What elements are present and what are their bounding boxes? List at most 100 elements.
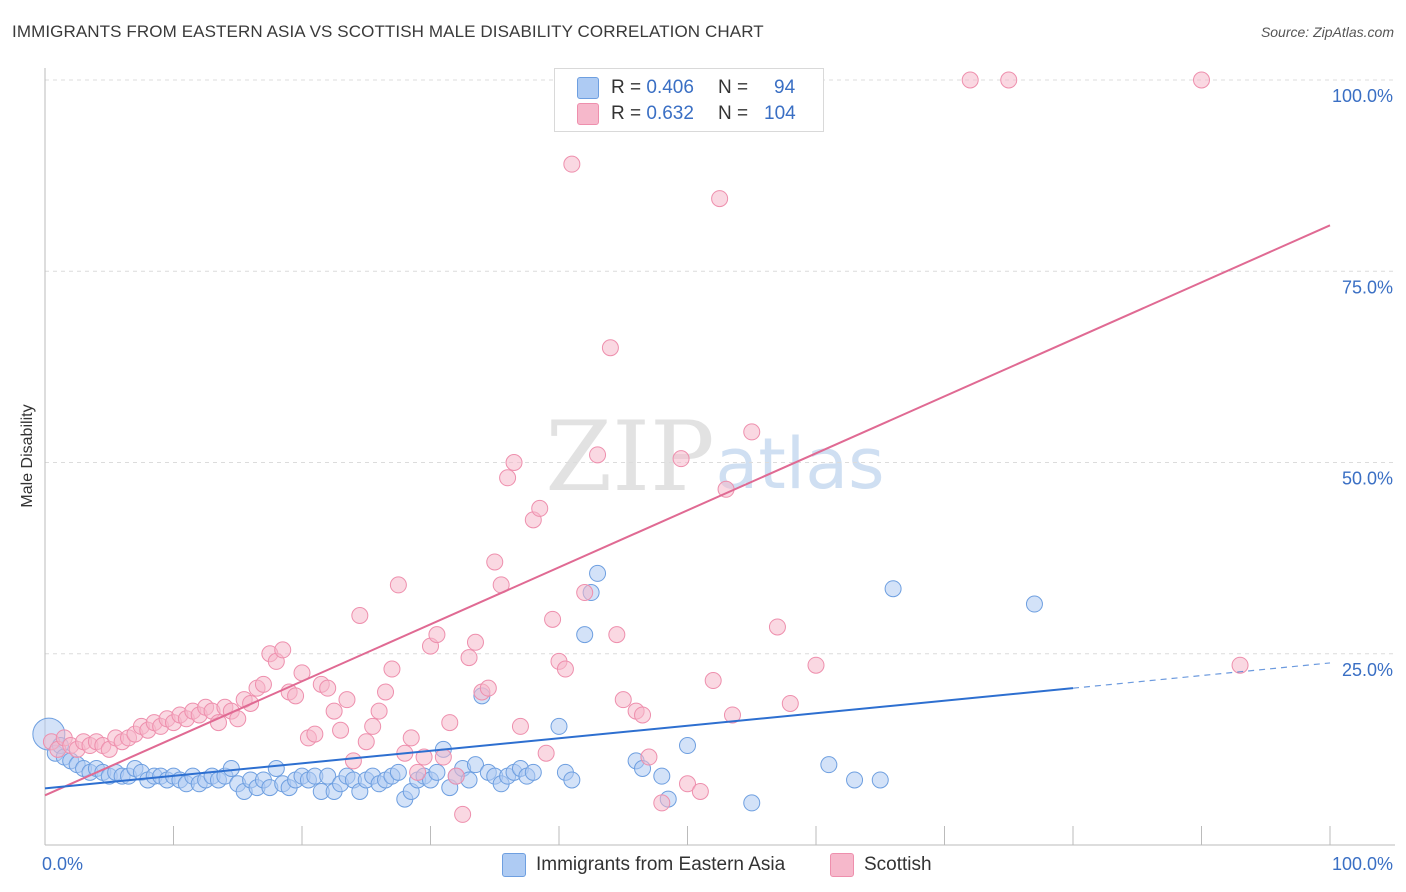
scatter-point-scottish — [679, 775, 696, 793]
scatter-point-scottish — [351, 607, 369, 624]
scatter-point-scottish — [447, 767, 465, 785]
scatter-point-eastern-asia — [466, 756, 484, 774]
scatter-point-scottish — [743, 423, 761, 441]
y-tick-label: 50.0% — [1342, 469, 1393, 489]
scatter-point-scottish — [319, 679, 337, 697]
scatter-point-scottish — [556, 660, 574, 678]
scatter-point-scottish — [781, 694, 799, 712]
scatter-point-eastern-asia — [871, 771, 889, 789]
series-scottish-points — [42, 71, 1249, 823]
legend-n-value: 94 — [774, 77, 796, 98]
axes — [44, 68, 1395, 846]
scatter-point-scottish — [614, 691, 632, 709]
scatter-point-scottish — [807, 656, 825, 674]
scatter-point-scottish — [338, 691, 356, 709]
scatter-point-eastern-asia — [679, 737, 696, 755]
gridlines — [45, 79, 1395, 655]
scatter-point-scottish — [768, 618, 786, 636]
legend-r-value: 0.406 — [646, 77, 694, 98]
legend-n-label: N = — [717, 103, 749, 124]
scatter-point-eastern-asia — [563, 771, 581, 789]
trendline-scottish — [44, 224, 1331, 797]
scatter-point-eastern-asia — [428, 763, 446, 781]
legend-n-label: N = — [717, 77, 749, 98]
scatter-point-scottish — [370, 702, 388, 720]
scatter-point-eastern-asia — [524, 763, 542, 781]
scatter-point-scottish — [332, 721, 350, 739]
scatter-point-scottish — [544, 610, 562, 628]
scatter-point-scottish — [287, 687, 305, 705]
scatter-point-scottish — [537, 744, 555, 762]
scatter-point-scottish — [505, 454, 523, 471]
scatter-point-scottish — [306, 725, 324, 743]
legend-n-value: 104 — [764, 103, 796, 124]
legend-row-eastern-asia: R = 0.406 N = 94 — [577, 76, 795, 100]
legend-swatch-eastern-asia — [502, 853, 526, 877]
scatter-point-eastern-asia — [267, 760, 285, 777]
scatter-point-eastern-asia — [576, 626, 594, 644]
scatter-point-scottish — [274, 641, 292, 659]
correlation-legend: R = 0.406 N = 94 R = 0.632 N = 104 — [554, 68, 824, 132]
trendline-eastern-asia — [44, 687, 1074, 790]
scatter-point-scottish — [704, 672, 722, 690]
scatter-point-scottish — [254, 675, 272, 693]
scatter-point-scottish — [711, 190, 729, 208]
scatter-point-scottish — [454, 805, 472, 823]
x-tick-label: 100.0% — [1332, 854, 1393, 874]
scatter-point-scottish — [441, 714, 459, 732]
scatter-point-scottish — [479, 679, 497, 697]
scatter-point-scottish — [576, 584, 594, 602]
y-tick-label: 100.0% — [1332, 86, 1393, 106]
scatter-point-scottish — [460, 649, 478, 667]
scatter-point-eastern-asia — [319, 767, 337, 785]
scatter-point-eastern-asia — [743, 794, 761, 812]
scatter-point-scottish — [344, 752, 362, 770]
scatter-point-scottish — [466, 633, 484, 651]
scatter-point-scottish — [531, 499, 549, 517]
legend-r-value: 0.632 — [646, 103, 694, 124]
scatter-point-scottish — [1193, 71, 1210, 89]
scatter-point-scottish — [402, 729, 420, 747]
legend-swatch-scottish — [830, 853, 854, 877]
scatter-point-scottish — [961, 71, 979, 89]
scatter-point-scottish — [486, 553, 504, 571]
legend-item-scottish: Scottish — [830, 853, 932, 877]
legend-r-label: R = — [611, 103, 642, 124]
scatter-point-eastern-asia — [1025, 595, 1043, 613]
source-label: Source: ZipAtlas.com — [1260, 24, 1394, 40]
legend-r-label: R = — [611, 77, 642, 98]
legend-item-label: Immigrants from Eastern Asia — [536, 854, 786, 875]
series-legend: Immigrants from Eastern Asia Scottish — [0, 853, 1406, 879]
scatter-point-scottish — [634, 706, 652, 724]
scatter-point-scottish — [1231, 656, 1249, 674]
scatter-point-eastern-asia — [222, 760, 240, 777]
scatter-point-scottish — [672, 450, 690, 468]
scatter-point-scottish — [389, 576, 407, 594]
legend-swatch-eastern-asia — [577, 77, 599, 99]
scatter-point-scottish — [691, 782, 709, 800]
scatter-point-scottish — [640, 748, 658, 766]
scatter-point-eastern-asia — [846, 771, 864, 789]
scatter-point-scottish — [409, 763, 427, 781]
watermark-atlas: atlas — [715, 423, 884, 505]
scatter-point-scottish — [653, 794, 671, 812]
trendlines — [44, 224, 1331, 797]
scatter-point-scottish — [563, 155, 581, 173]
y-tick-label: 75.0% — [1342, 277, 1393, 297]
series-eastern-asia-points — [32, 564, 1043, 812]
scatter-point-scottish — [608, 626, 626, 644]
scatter-point-scottish — [511, 717, 529, 735]
scatter-point-eastern-asia — [550, 717, 568, 735]
scatter-point-scottish — [601, 339, 619, 357]
scatter-point-scottish — [383, 660, 401, 678]
scatter-point-scottish — [589, 446, 607, 464]
scatter-point-scottish — [364, 717, 382, 735]
scatter-point-scottish — [209, 714, 227, 732]
watermark: ZIP atlas — [545, 401, 884, 513]
scatter-point-scottish — [723, 706, 741, 724]
scatter-point-scottish — [1000, 71, 1018, 89]
scatter-point-eastern-asia — [884, 580, 902, 598]
scatter-point-eastern-asia — [820, 756, 838, 774]
scatter-point-scottish — [499, 469, 517, 487]
